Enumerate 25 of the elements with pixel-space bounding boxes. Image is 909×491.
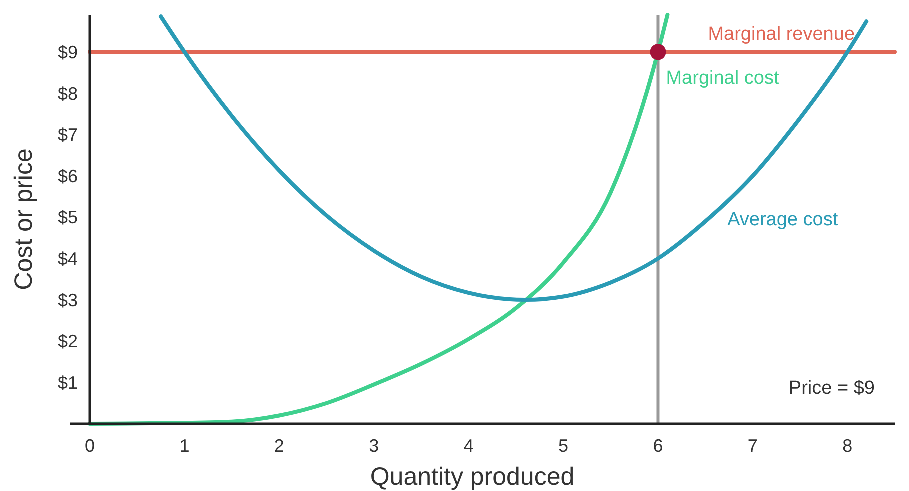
x-tick-label: 0 (84, 436, 96, 456)
y-tick-label: $7 (58, 125, 78, 146)
y-tick-label: $6 (58, 166, 78, 186)
x-tick-label: 7 (748, 436, 758, 456)
x-tick-label: 1 (180, 436, 190, 456)
series-label: Marginal cost (666, 68, 780, 90)
annotation: Price = $9 (788, 378, 875, 399)
y-tick-label: $9 (58, 42, 78, 62)
y-tick-label: $5 (58, 208, 78, 228)
x-axis-title: Quantity produced (370, 463, 575, 491)
y-tick-label: $4 (58, 249, 78, 270)
line-series (159, 14, 869, 302)
y-tick-label: $3 (58, 290, 78, 310)
x-tick-label: 6 (653, 436, 664, 456)
x-tick-label: 8 (842, 436, 853, 456)
y-tick-label: $8 (58, 84, 78, 104)
x-tick-label: 2 (274, 436, 284, 456)
series-label: Marginal revenue (708, 24, 855, 46)
y-tick-label: $2 (58, 332, 78, 352)
x-tick-label: 5 (558, 436, 569, 456)
x-tick-label: 3 (369, 436, 380, 456)
series-label: Average cost (728, 210, 839, 231)
y-axis-title: Cost or price (10, 148, 38, 290)
x-tick-label: 4 (464, 436, 474, 456)
y-tick-label: $1 (58, 372, 78, 393)
